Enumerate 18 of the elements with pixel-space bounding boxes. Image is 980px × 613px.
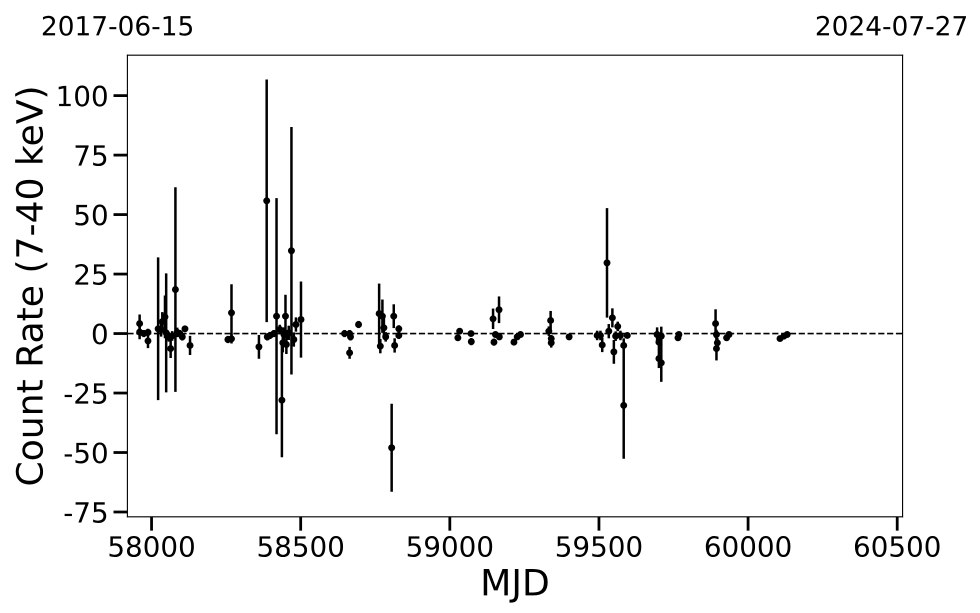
y-tick-label: -25 [64, 382, 106, 404]
x-tick-label: 59000 [408, 536, 492, 558]
x-tick-label: 60500 [854, 536, 940, 558]
y-axis-title: Count Rate (7-40 keV) [15, 88, 48, 484]
x-tick-label: 60000 [706, 536, 790, 558]
text: 2017-06-15 [42, 16, 192, 36]
x-tick-label: 58000 [110, 536, 194, 558]
y-tick-label: -75 [64, 502, 106, 523]
y-tick-label: 50 [75, 204, 107, 226]
x-tick-label: 58500 [258, 536, 344, 558]
x-tick-label: 59500 [556, 536, 642, 558]
y-tick-label: 0 [92, 323, 107, 344]
y-tick-label: 100 [58, 86, 107, 107]
y-tick-label: 25 [75, 264, 106, 286]
text: 2024-07-27 [816, 16, 966, 36]
x-axis-title: MJD [484, 569, 548, 603]
y-tick-label: -50 [64, 442, 107, 464]
y-tick-label: 75 [76, 145, 106, 166]
